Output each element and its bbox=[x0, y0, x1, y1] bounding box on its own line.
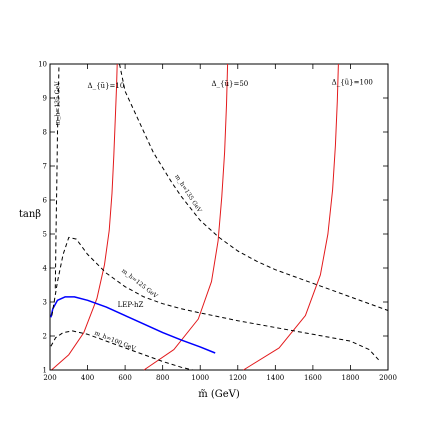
x-tick-label: 200 bbox=[43, 374, 56, 382]
y-tick-label: 10 bbox=[38, 61, 47, 69]
annotations-group: Δ_{ũ}=10 Δ_{ũ}=50 Δ_{ũ}=100 LEP-hZ m_h=135 G… bbox=[54, 78, 372, 352]
x-tick-label: 1600 bbox=[304, 374, 322, 382]
annotation-2: Δ_{ũ}=100 bbox=[332, 78, 373, 86]
curve-delta-1 bbox=[143, 63, 229, 371]
x-tick-label: 1200 bbox=[229, 374, 247, 382]
annotation-0: Δ_{ũ}=10 bbox=[88, 82, 125, 90]
curve-mh125-5 bbox=[51, 236, 379, 361]
y-tick-label: 3 bbox=[43, 299, 47, 307]
y-tick-label: 2 bbox=[43, 333, 47, 341]
annotation-7: m_h=100 GeV bbox=[93, 330, 137, 353]
annotation-5: m_h=135 GeV bbox=[173, 173, 203, 214]
curve-mh135-7 bbox=[119, 63, 389, 311]
x-axis-title: m̃ (GeV) bbox=[198, 389, 240, 400]
x-tick-label: 1800 bbox=[342, 374, 360, 382]
x-tick-label: 2000 bbox=[379, 374, 397, 382]
curve-delta-0 bbox=[51, 63, 118, 371]
curve-mh135-left-6 bbox=[54, 63, 60, 289]
y-tick-label: 7 bbox=[43, 163, 47, 171]
x-tick-label: 400 bbox=[81, 374, 94, 382]
y-tick-label: 4 bbox=[43, 265, 48, 273]
y-tick-label: 8 bbox=[43, 129, 47, 137]
annotation-3: LEP-hZ bbox=[118, 301, 144, 309]
x-tick-label: 800 bbox=[156, 374, 169, 382]
curve-lep-3 bbox=[50, 296, 216, 354]
y-tick-label: 6 bbox=[43, 197, 48, 205]
x-tick-label: 600 bbox=[118, 374, 131, 382]
ticks-group: 200 400 600 800 1000 1200 1400 1600 1800 2000 1 2 3 4… bbox=[38, 61, 397, 383]
annotation-6: m_h=125 GeV bbox=[120, 267, 159, 300]
annotation-1: Δ_{ũ}=50 bbox=[211, 80, 248, 88]
plot-frame bbox=[49, 63, 389, 371]
curve-mh100-4 bbox=[50, 330, 193, 371]
x-tick-label: 1000 bbox=[191, 374, 209, 382]
curves-group bbox=[50, 63, 389, 371]
y-tick-label: 5 bbox=[43, 231, 47, 239]
x-tick-label: 1400 bbox=[266, 374, 284, 382]
y-tick-label: 1 bbox=[43, 367, 47, 375]
annotation-4: m_h=135 GeV bbox=[54, 81, 61, 125]
y-axis-title: tanβ bbox=[19, 209, 41, 220]
y-tick-label: 9 bbox=[43, 95, 47, 103]
curve-delta-2 bbox=[243, 63, 339, 371]
